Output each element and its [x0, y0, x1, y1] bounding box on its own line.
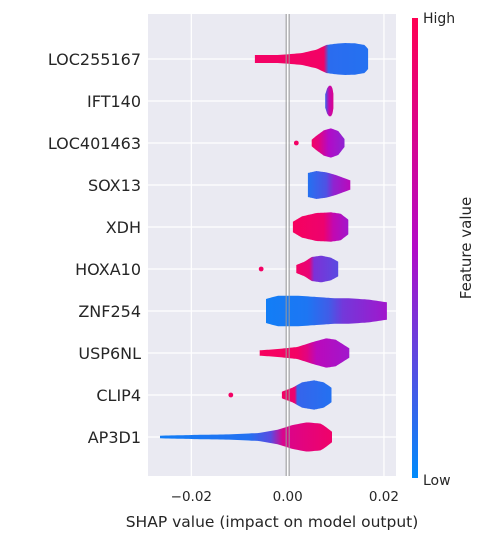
plot-background — [148, 14, 396, 476]
x-tick-label: −0.02 — [171, 489, 212, 505]
feature-label: AP3D1 — [88, 428, 141, 447]
feature-label: LOC255167 — [48, 50, 141, 69]
violin-usp6nl — [259, 338, 350, 368]
violin-loc401463 — [311, 128, 345, 158]
feature-label: LOC401463 — [48, 134, 141, 153]
colorbar: High Low Feature value — [412, 11, 475, 489]
violin-sox13 — [307, 171, 351, 199]
outlier-point — [258, 266, 264, 272]
colorbar-title: Feature value — [457, 197, 475, 299]
x-tick-label: 0.02 — [369, 489, 399, 505]
feature-label: IFT140 — [87, 92, 141, 111]
feature-label: HOXA10 — [75, 260, 141, 279]
violin-ift140 — [325, 85, 334, 117]
zero-reference-line — [285, 14, 290, 476]
violin-loc255167 — [254, 43, 369, 75]
feature-label: ZNF254 — [78, 302, 141, 321]
feature-label: XDH — [106, 218, 141, 237]
gridlines — [148, 14, 396, 476]
feature-label: SOX13 — [88, 176, 141, 195]
outlier-point — [228, 392, 234, 398]
violin-hoxa10 — [296, 255, 339, 283]
x-tick-label: 0.00 — [273, 489, 303, 505]
violin-xdh — [292, 212, 349, 242]
x-tick-labels: −0.02 0.00 0.02 — [171, 489, 399, 505]
colorbar-gradient — [412, 18, 418, 478]
feature-label: CLIP4 — [96, 386, 141, 405]
violin-znf254 — [266, 295, 387, 327]
violin-clip4 — [281, 380, 332, 410]
colorbar-high-label: High — [423, 11, 455, 27]
x-axis-label: SHAP value (impact on model output) — [126, 513, 419, 531]
outlier-point — [293, 140, 299, 146]
feature-labels: LOC255167 IFT140 LOC401463 SOX13 XDH HOXA10 ZN… — [48, 50, 141, 447]
feature-label: USP6NL — [78, 344, 141, 363]
colorbar-low-label: Low — [423, 473, 451, 489]
